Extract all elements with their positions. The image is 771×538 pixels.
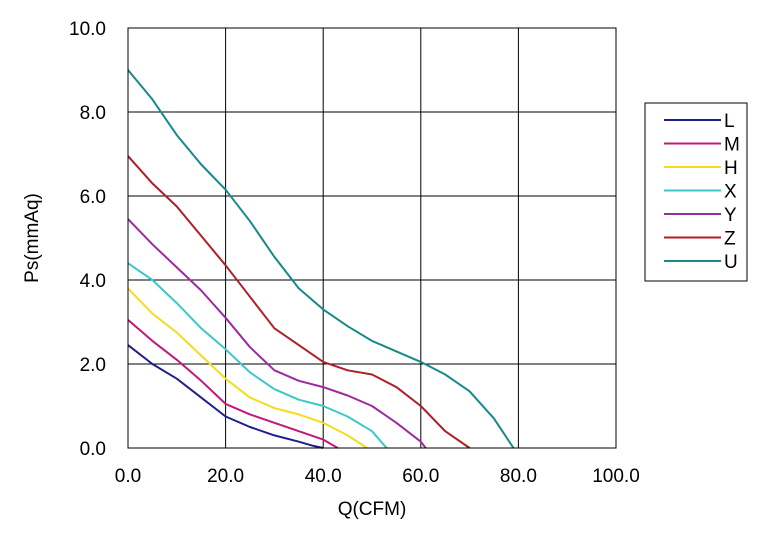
x-tick-labels: 0.0 20.0 40.0 60.0 80.0 100.0 — [115, 466, 640, 487]
series-line-x — [127, 262, 388, 449]
legend-label-h: H — [724, 158, 738, 179]
legend-label-l: L — [724, 111, 735, 132]
x-tick-label: 20.0 — [207, 466, 244, 487]
x-axis-title: Q(CFM) — [338, 499, 407, 520]
y-tick-label: 2.0 — [80, 355, 106, 376]
legend-label-z: Z — [724, 229, 736, 250]
plot-frame — [127, 27, 617, 449]
series-line-l — [127, 344, 324, 449]
y-tick-label: 8.0 — [80, 103, 106, 124]
series-line-h — [127, 287, 368, 449]
x-tick-label: 40.0 — [305, 466, 342, 487]
y-tick-labels: 0.0 2.0 4.0 6.0 8.0 10.0 — [69, 19, 106, 460]
y-tick-label: 0.0 — [80, 439, 106, 460]
y-tick-label: 4.0 — [80, 271, 106, 292]
chart-grid — [128, 28, 616, 448]
chart-series — [127, 69, 515, 449]
x-tick-label: 100.0 — [592, 466, 640, 487]
y-tick-label: 10.0 — [69, 19, 106, 40]
y-axis-title: Ps(mmAq) — [22, 193, 43, 283]
x-tick-label: 80.0 — [500, 466, 537, 487]
legend-box — [644, 102, 748, 282]
x-tick-label: 60.0 — [402, 466, 439, 487]
legend-label-m: M — [724, 135, 740, 156]
legend-label-u: U — [724, 252, 738, 273]
series-line-z — [127, 155, 471, 449]
series-line-u — [127, 69, 515, 449]
legend-label-y: Y — [724, 205, 737, 226]
x-tick-label: 0.0 — [115, 466, 141, 487]
y-tick-label: 6.0 — [80, 187, 106, 208]
legend-label-x: X — [724, 182, 737, 203]
series-line-m — [127, 319, 339, 449]
series-line-y — [127, 218, 427, 449]
